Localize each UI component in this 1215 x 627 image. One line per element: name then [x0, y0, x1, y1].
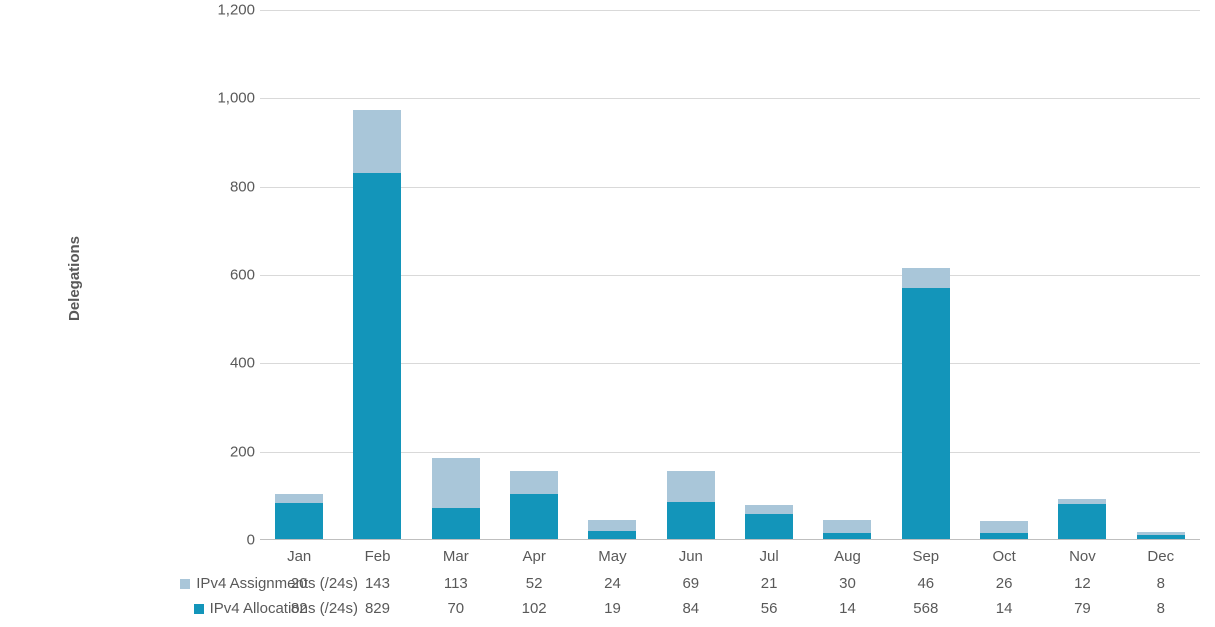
- bar-stack: [1137, 532, 1185, 539]
- series-label-allocations: IPv4 Allocations (/24s): [98, 600, 358, 617]
- x-tick-label: Jan: [260, 548, 338, 565]
- series-label-assignments-text: IPv4 Assignments (/24s): [196, 575, 358, 592]
- data-cell: 14: [965, 600, 1043, 617]
- delegations-chart: Delegations 02004006008001,0001,200 JanF…: [160, 10, 1200, 620]
- data-cell: 113: [417, 575, 495, 592]
- bar-segment-allocations: [1137, 535, 1185, 539]
- x-tick-label: Nov: [1043, 548, 1121, 565]
- data-cell: 14: [808, 600, 886, 617]
- x-tick-label: Jun: [652, 548, 730, 565]
- bar-slot: [887, 10, 965, 539]
- bar-segment-assignments: [588, 520, 636, 531]
- bar-slot: [573, 10, 651, 539]
- bar-stack: [980, 521, 1028, 539]
- data-cell: 56: [730, 600, 808, 617]
- bar-segment-assignments: [353, 110, 401, 173]
- x-tick-label: Mar: [417, 548, 495, 565]
- data-cell: 79: [1043, 600, 1121, 617]
- bar-slot: [1122, 10, 1200, 539]
- data-cell: 52: [495, 575, 573, 592]
- bar-segment-allocations: [823, 533, 871, 539]
- bar-slot: [260, 10, 338, 539]
- y-tick-label: 0: [175, 532, 255, 549]
- bar-stack: [510, 471, 558, 539]
- bar-segment-allocations: [588, 531, 636, 539]
- bar-segment-assignments: [902, 268, 950, 288]
- bar-segment-allocations: [902, 288, 950, 539]
- data-row-assignments: IPv4 Assignments (/24s) 2014311352246921…: [260, 575, 1200, 592]
- bar-segment-assignments: [432, 458, 480, 508]
- bar-segment-allocations: [667, 502, 715, 539]
- bar-segment-allocations: [353, 173, 401, 539]
- legend-swatch-allocations: [194, 604, 204, 614]
- y-tick-label: 400: [175, 355, 255, 372]
- data-cell: 8: [1122, 575, 1200, 592]
- bar-slot: [965, 10, 1043, 539]
- x-tick-label: Aug: [808, 548, 886, 565]
- data-cell: 12: [1043, 575, 1121, 592]
- data-cell: 19: [573, 600, 651, 617]
- series-label-assignments: IPv4 Assignments (/24s): [98, 575, 358, 592]
- bar-stack: [902, 268, 950, 539]
- y-tick-label: 1,200: [175, 2, 255, 19]
- data-cell: 69: [652, 575, 730, 592]
- series-label-allocations-text: IPv4 Allocations (/24s): [210, 600, 358, 617]
- bar-segment-assignments: [667, 471, 715, 501]
- y-axis-label: Delegations: [66, 236, 83, 321]
- bar-slot: [652, 10, 730, 539]
- legend-swatch-assignments: [180, 579, 190, 589]
- y-tick-label: 200: [175, 443, 255, 460]
- data-cell: 21: [730, 575, 808, 592]
- x-tick-label: May: [573, 548, 651, 565]
- data-row-allocations: IPv4 Allocations (/24s) 8282970102198456…: [260, 600, 1200, 617]
- x-axis-categories: JanFebMarAprMayJunJulAugSepOctNovDec: [260, 548, 1200, 565]
- bar-stack: [823, 520, 871, 539]
- x-tick-label: Apr: [495, 548, 573, 565]
- y-tick-label: 800: [175, 178, 255, 195]
- x-tick-label: Feb: [338, 548, 416, 565]
- bar-stack: [275, 494, 323, 539]
- bar-slot: [417, 10, 495, 539]
- y-tick-label: 1,000: [175, 90, 255, 107]
- bar-stack: [353, 110, 401, 539]
- bar-segment-allocations: [432, 508, 480, 539]
- data-cell: 26: [965, 575, 1043, 592]
- bar-slot: [1043, 10, 1121, 539]
- bar-segment-allocations: [980, 533, 1028, 539]
- bar-segment-allocations: [745, 514, 793, 539]
- bar-segment-assignments: [823, 520, 871, 533]
- data-cell: 24: [573, 575, 651, 592]
- data-cell: 84: [652, 600, 730, 617]
- x-tick-label: Dec: [1122, 548, 1200, 565]
- y-tick-label: 600: [175, 267, 255, 284]
- data-cell: 8: [1122, 600, 1200, 617]
- bar-stack: [588, 520, 636, 539]
- data-cell: 46: [887, 575, 965, 592]
- data-cell: 30: [808, 575, 886, 592]
- bar-stack: [1058, 499, 1106, 539]
- x-tick-label: Sep: [887, 548, 965, 565]
- bar-stack: [745, 505, 793, 539]
- bar-slot: [338, 10, 416, 539]
- bar-segment-allocations: [510, 494, 558, 539]
- bar-stack: [432, 458, 480, 539]
- x-tick-label: Jul: [730, 548, 808, 565]
- bar-slot: [730, 10, 808, 539]
- bar-stack: [667, 471, 715, 539]
- data-cell: 70: [417, 600, 495, 617]
- bar-segment-assignments: [275, 494, 323, 503]
- bar-segment-allocations: [1058, 504, 1106, 539]
- bar-slot: [495, 10, 573, 539]
- data-cell: 102: [495, 600, 573, 617]
- bar-segment-assignments: [745, 505, 793, 514]
- bars-container: [260, 10, 1200, 539]
- bar-slot: [808, 10, 886, 539]
- plot-area: [260, 10, 1200, 540]
- data-cell: 568: [887, 600, 965, 617]
- bar-segment-assignments: [980, 521, 1028, 532]
- bar-segment-assignments: [510, 471, 558, 494]
- bar-segment-allocations: [275, 503, 323, 539]
- x-tick-label: Oct: [965, 548, 1043, 565]
